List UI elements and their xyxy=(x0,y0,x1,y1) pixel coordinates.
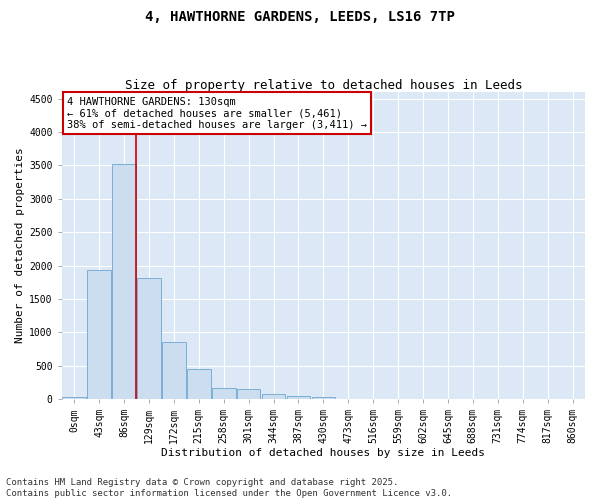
Bar xyxy=(311,397,335,399)
Text: 4 HAWTHORNE GARDENS: 130sqm
← 61% of detached houses are smaller (5,461)
38% of : 4 HAWTHORNE GARDENS: 130sqm ← 61% of det… xyxy=(67,96,367,130)
Bar xyxy=(187,369,211,399)
Bar xyxy=(112,164,136,399)
Y-axis label: Number of detached properties: Number of detached properties xyxy=(15,148,25,344)
Bar xyxy=(162,342,185,399)
Bar xyxy=(262,394,286,399)
Bar xyxy=(212,388,236,399)
Text: 4, HAWTHORNE GARDENS, LEEDS, LS16 7TP: 4, HAWTHORNE GARDENS, LEEDS, LS16 7TP xyxy=(145,10,455,24)
Bar xyxy=(287,396,310,399)
Bar xyxy=(62,397,86,399)
Text: Contains HM Land Registry data © Crown copyright and database right 2025.
Contai: Contains HM Land Registry data © Crown c… xyxy=(6,478,452,498)
Bar xyxy=(337,398,360,399)
X-axis label: Distribution of detached houses by size in Leeds: Distribution of detached houses by size … xyxy=(161,448,485,458)
Bar xyxy=(87,270,111,399)
Title: Size of property relative to detached houses in Leeds: Size of property relative to detached ho… xyxy=(125,79,522,92)
Bar xyxy=(237,388,260,399)
Bar xyxy=(137,278,161,399)
